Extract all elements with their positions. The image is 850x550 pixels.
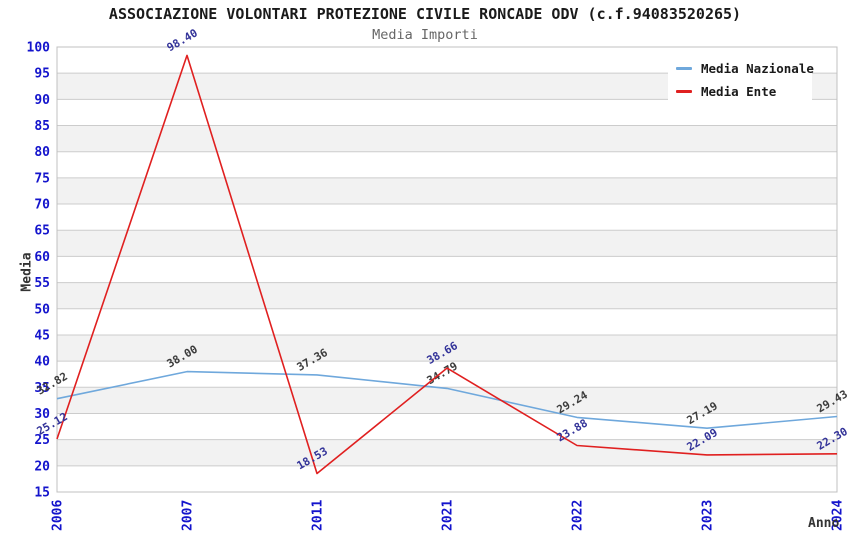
y-tick-label: 55 bbox=[34, 276, 50, 291]
y-tick-label: 80 bbox=[34, 145, 50, 160]
legend: Media Nazionale Media Ente bbox=[668, 53, 814, 109]
y-tick-label: 90 bbox=[34, 93, 50, 108]
y-tick-label: 30 bbox=[34, 407, 50, 422]
legend-label-nazionale: Media Nazionale bbox=[701, 61, 814, 76]
y-tick-label: 45 bbox=[34, 328, 50, 343]
legend-item-media-ente[interactable]: Media Ente bbox=[676, 84, 812, 99]
y-tick-label: 85 bbox=[34, 119, 50, 134]
y-tick-label: 15 bbox=[34, 486, 50, 501]
x-tick-label: 2007 bbox=[181, 500, 196, 531]
grid-band bbox=[57, 439, 837, 466]
legend-line-swatch-nazionale-icon bbox=[676, 67, 692, 70]
y-axis-title: Media bbox=[19, 252, 35, 292]
grid-band bbox=[57, 282, 837, 309]
y-tick-label: 20 bbox=[34, 459, 50, 474]
x-tick-label: 2022 bbox=[571, 500, 586, 531]
grid-band bbox=[57, 125, 837, 152]
y-tick-label: 25 bbox=[34, 433, 50, 448]
y-tick-label: 70 bbox=[34, 198, 50, 213]
data-label-media-ente: 98.40 bbox=[165, 26, 200, 54]
x-tick-label: 2024 bbox=[831, 500, 846, 531]
x-tick-label: 2023 bbox=[701, 500, 716, 531]
x-tick-label: 2006 bbox=[51, 500, 66, 531]
y-tick-label: 35 bbox=[34, 381, 50, 396]
chart-subtitle: Media Importi bbox=[372, 27, 478, 43]
legend-line-swatch-ente-icon bbox=[676, 90, 692, 93]
grid-band bbox=[57, 177, 837, 205]
y-tick-label: 40 bbox=[34, 355, 50, 370]
series-line-media-nazionale bbox=[56, 370, 838, 430]
y-tick-label: 95 bbox=[34, 67, 50, 82]
legend-label-ente: Media Ente bbox=[701, 84, 777, 99]
grid-band bbox=[57, 334, 837, 362]
y-tick-label: 75 bbox=[34, 171, 50, 186]
plot-border bbox=[56, 46, 838, 493]
x-tick-label: 2021 bbox=[441, 500, 456, 531]
x-axis-title: Anno bbox=[808, 516, 840, 531]
x-tick-label: 2011 bbox=[311, 500, 326, 531]
legend-item-media-nazionale[interactable]: Media Nazionale bbox=[676, 61, 814, 76]
y-tick-label: 60 bbox=[34, 250, 50, 265]
y-tick-label: 50 bbox=[34, 302, 50, 317]
grid-band bbox=[57, 230, 837, 257]
y-tick-label: 65 bbox=[34, 224, 50, 239]
grid-band bbox=[57, 387, 837, 414]
series-line-media-ente bbox=[56, 54, 838, 475]
chart-title: ASSOCIAZIONE VOLONTARI PROTEZIONE CIVILE… bbox=[108, 5, 742, 23]
y-tick-label: 100 bbox=[27, 41, 51, 56]
